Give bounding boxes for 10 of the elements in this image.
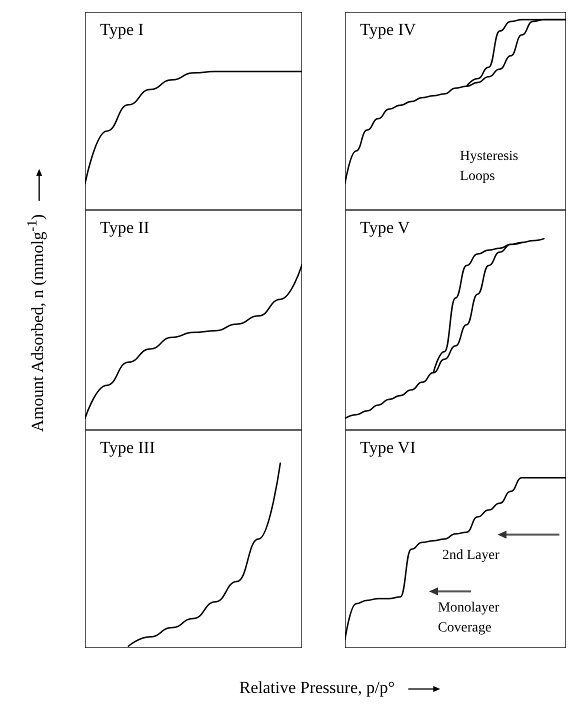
annotation: Hysteresis Loops — [460, 149, 522, 184]
chart-title: Type II — [100, 218, 150, 237]
annotation: Monolayer Coverage — [438, 600, 503, 636]
chart-title: Type V — [360, 218, 411, 237]
annotation: 2nd Layer — [442, 548, 500, 564]
chart-title: Type IV — [360, 20, 417, 39]
x-axis-title: Relative Pressure, p/p° — [239, 678, 395, 697]
chart-title: Type III — [100, 438, 156, 457]
chart-title: Type VI — [360, 438, 416, 457]
chart-title: Type I — [100, 20, 144, 39]
